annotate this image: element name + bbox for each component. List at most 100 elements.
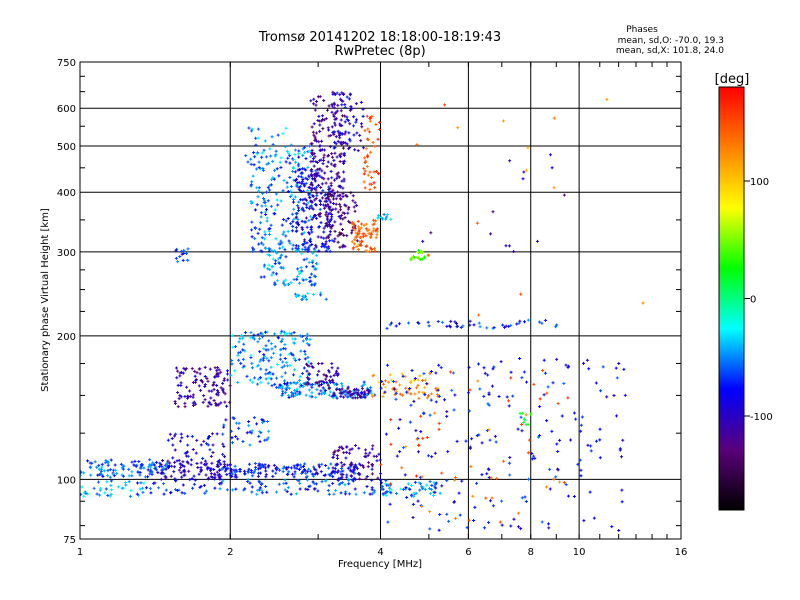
data-point [309, 215, 313, 219]
data-point [370, 472, 374, 476]
data-point [416, 321, 420, 325]
data-point [234, 421, 238, 425]
data-point [225, 369, 229, 373]
data-point [166, 459, 170, 463]
data-point [362, 392, 366, 396]
data-point [256, 340, 260, 344]
data-point [344, 204, 348, 208]
data-point [307, 485, 311, 489]
data-point [179, 249, 183, 253]
data-point [308, 144, 312, 148]
data-point [401, 374, 405, 378]
data-point [321, 114, 325, 118]
data-point [308, 237, 312, 241]
data-point [339, 152, 343, 156]
data-point [552, 186, 556, 190]
data-point [312, 152, 316, 156]
data-point [354, 477, 358, 481]
data-point [80, 485, 84, 489]
data-point [292, 464, 296, 468]
data-point [327, 185, 331, 189]
data-point [267, 229, 271, 233]
data-point [418, 488, 422, 492]
data-point [641, 301, 645, 305]
data-point [213, 477, 217, 481]
data-point [285, 149, 289, 153]
data-point [178, 374, 182, 378]
data-point [251, 248, 255, 252]
data-point [333, 192, 337, 196]
data-point [294, 216, 298, 220]
data-point [333, 178, 337, 182]
data-point [262, 353, 266, 357]
data-point [174, 256, 178, 260]
data-point [303, 238, 307, 242]
data-point [598, 456, 602, 460]
data-point [230, 362, 234, 366]
data-point [389, 378, 393, 382]
data-point [368, 250, 372, 254]
data-point [289, 332, 293, 336]
data-point [271, 271, 275, 275]
data-point [179, 466, 183, 470]
data-point [270, 135, 274, 139]
data-point [355, 245, 359, 249]
data-point [423, 386, 427, 390]
phases-line-x: mean, sd,X: 101.8, 24.0 [616, 46, 724, 56]
data-point [250, 380, 254, 384]
data-point [477, 433, 481, 437]
data-point [507, 324, 511, 328]
data-point [366, 388, 370, 392]
data-point [218, 468, 222, 472]
data-point [256, 195, 260, 199]
data-point [355, 131, 359, 135]
data-point [372, 181, 376, 185]
data-point [237, 340, 241, 344]
data-point [508, 456, 512, 460]
data-point [116, 485, 120, 489]
data-point [421, 379, 425, 383]
data-point [191, 448, 195, 452]
data-point [345, 450, 349, 454]
data-point [267, 233, 271, 237]
data-point [429, 231, 433, 235]
data-point [338, 233, 342, 237]
data-point [425, 435, 429, 439]
data-point [134, 464, 138, 468]
data-point [298, 481, 302, 485]
data-point [257, 462, 261, 466]
data-point [257, 166, 261, 170]
data-point [121, 467, 125, 471]
data-point [265, 216, 269, 220]
data-point [313, 138, 317, 142]
data-point [209, 472, 213, 476]
data-point [618, 447, 622, 451]
data-point [330, 194, 334, 198]
data-point [310, 167, 314, 171]
data-point [300, 252, 304, 256]
data-point [302, 258, 306, 262]
y-axis-label: Stationary phase Virtual Height [km] [40, 208, 51, 392]
data-point [343, 120, 347, 124]
data-point [389, 488, 393, 492]
data-point [348, 468, 352, 472]
y-tick-label: 200 [57, 332, 76, 343]
data-point [258, 376, 262, 380]
data-point [190, 367, 194, 371]
data-point [206, 437, 210, 441]
data-point [159, 463, 163, 467]
data-point [164, 467, 168, 471]
data-point [348, 463, 352, 467]
data-point [308, 280, 312, 284]
data-point [394, 324, 398, 328]
data-point [298, 270, 302, 274]
data-point [222, 460, 226, 464]
data-point [243, 472, 247, 476]
data-point [259, 367, 263, 371]
data-point [555, 357, 559, 361]
data-point [502, 325, 506, 329]
data-point [224, 467, 228, 471]
data-point [306, 291, 310, 295]
data-point [468, 446, 472, 450]
data-point [312, 97, 316, 101]
